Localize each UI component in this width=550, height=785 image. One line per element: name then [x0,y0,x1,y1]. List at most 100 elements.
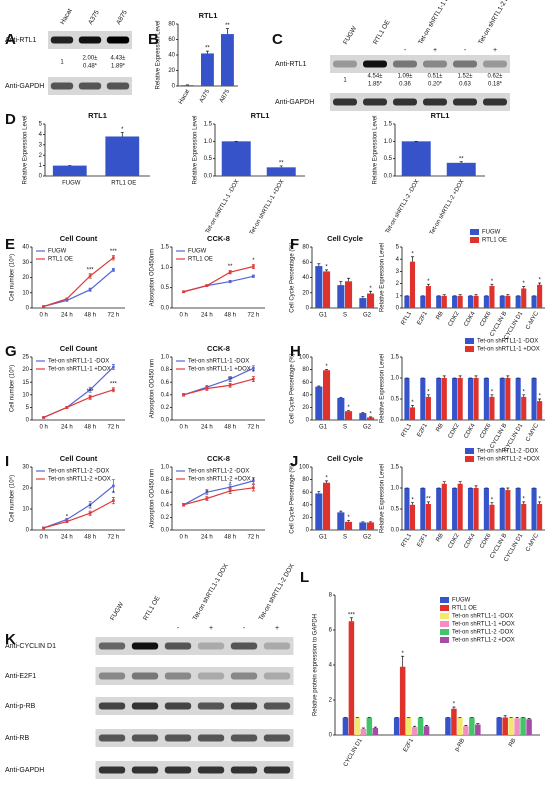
blot-band [131,672,159,680]
y-tick-label: 1.0 [391,486,400,492]
significance: * [347,405,350,411]
chart-title: Cell Count [60,454,98,463]
blot-strip [95,637,294,655]
y-tick-label: 0.0 [384,174,393,180]
significance: * [538,496,541,502]
significance: * [538,278,541,284]
blot-band [78,36,102,44]
significance: ** [459,156,464,162]
error-bar [325,480,329,483]
blot-band [197,642,225,650]
x-tick-label: 0 h [39,535,47,541]
y-axis-label: Absorption OD450nm [150,249,156,307]
error-bar [522,501,526,504]
lane-label: Tet-on shRTL1-1 DOX [417,0,455,46]
bar [201,53,214,86]
y-tick-label: 0.0 [391,528,400,534]
x-tick-label: E2F1 [417,422,430,438]
legend-label: FUGW [452,598,471,604]
point [112,499,115,502]
y-tick-label: 0 [26,306,30,312]
y-tick-label: 0.6 [161,490,170,496]
x-tick-label: 48 h [224,535,236,541]
chart-title: Cell Cycle [327,234,363,243]
error-bar [474,294,478,296]
bar [526,719,532,735]
blot-band [483,98,507,106]
blot-band [363,98,387,106]
x-tick-label: CDK2 [448,422,462,439]
bar [489,396,495,420]
error-bar [347,277,351,282]
x-tick-label: Tet-on shRTL1-1 -DOX [205,179,241,235]
chart-title: CCK-8 [207,454,230,463]
x-tick-label: 24 h [201,535,213,541]
bar [521,396,527,420]
error-bar [361,412,365,414]
blot-band [164,766,192,774]
line [43,366,114,419]
blot-band [164,672,192,680]
blot-band [78,82,102,90]
bar [401,141,431,176]
y-tick-label: 2 [39,153,43,159]
y-tick-label: 0 [26,418,30,424]
error-bar [506,375,510,378]
bar [405,717,412,735]
point [88,388,92,392]
y-tick-label: 10 [22,290,29,296]
panel-label: H [290,343,301,360]
y-axis-label: Absorption OD450 nm [150,359,156,418]
error-bar [506,487,510,491]
point [88,396,92,399]
significance: *** [110,249,118,255]
bar [473,295,479,308]
point [42,526,45,530]
legend-label: RTL1 OE [452,606,477,612]
bar [399,666,406,735]
error-bar [538,501,542,504]
bar [537,401,543,420]
point [228,489,232,493]
y-axis-label: Cell Cycle Percentage (%) [290,242,296,312]
error-bar [442,481,446,484]
x-tick-label: CDK4 [463,422,477,439]
bar [367,293,375,308]
significance: * [369,411,372,417]
bar [483,488,489,530]
panel-label: K [5,631,16,648]
legend-swatch [465,346,474,352]
x-tick-label: CDK2 [448,310,462,327]
x-tick-label: 72 h [248,535,260,541]
bar [531,488,537,530]
blot-band [263,642,291,650]
line [43,389,114,419]
error-bar [442,294,446,296]
legend-label: Tet-on shRTL1-2 -DOX [188,469,249,475]
bar [367,417,375,420]
x-tick-label: E2F1 [417,532,430,548]
legend-label: FUGW [188,249,207,255]
significance: ** [225,23,230,29]
blot-band [230,672,258,680]
bar [348,621,355,735]
y-tick-label: 25 [22,355,29,361]
bar [420,295,426,308]
y-tick-label: 40 [22,245,29,251]
significance: *** [110,381,118,387]
x-tick-label: 48 h [84,535,96,541]
point [252,265,255,268]
chart-title: CCK-8 [207,234,230,243]
significance: * [347,515,350,521]
line [43,500,114,529]
y-tick-label: 0.5 [204,156,213,162]
x-tick-label: RTL1 OE [111,181,136,187]
y-tick-label: 8 [329,593,333,599]
bar [499,378,505,420]
bar [445,717,451,735]
bar [315,493,323,530]
bar [467,295,474,308]
error-bar [458,294,462,296]
bar [359,522,367,530]
error-bar [317,385,321,387]
